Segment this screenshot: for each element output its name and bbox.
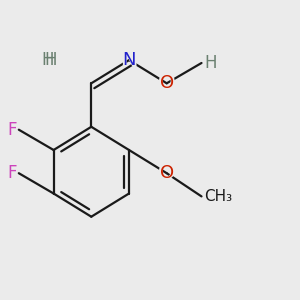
Text: O: O xyxy=(160,164,174,182)
Text: H: H xyxy=(37,51,54,70)
Text: H: H xyxy=(204,54,217,72)
Text: H: H xyxy=(44,51,56,69)
Text: H: H xyxy=(40,51,56,70)
Text: O: O xyxy=(160,74,174,92)
Text: F: F xyxy=(8,164,17,182)
Text: CH₃: CH₃ xyxy=(204,188,240,206)
Text: O: O xyxy=(158,163,176,183)
Text: N: N xyxy=(122,51,136,69)
Text: F: F xyxy=(4,120,17,139)
Text: O: O xyxy=(158,73,176,93)
Text: H: H xyxy=(204,53,221,73)
Text: H: H xyxy=(41,51,54,69)
Text: F: F xyxy=(4,164,17,183)
Text: CH₃: CH₃ xyxy=(204,189,232,204)
Text: F: F xyxy=(8,121,17,139)
Text: N: N xyxy=(120,50,138,70)
